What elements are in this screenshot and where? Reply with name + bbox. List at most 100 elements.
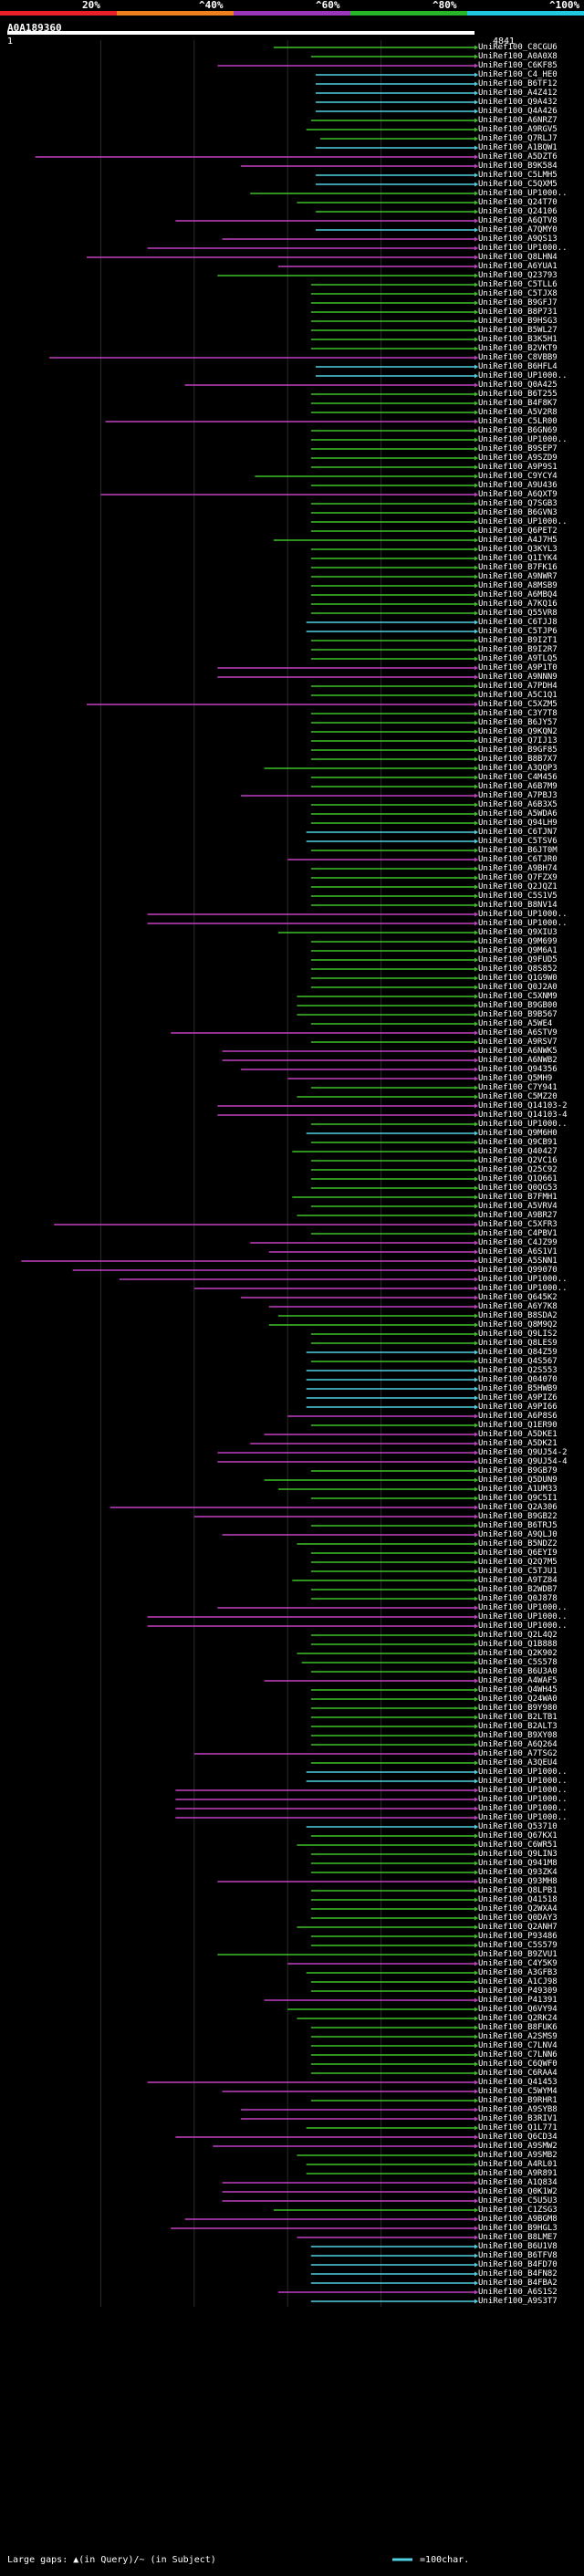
- hit-label-156[interactable]: UniRef100_Q9UJ54-4: [478, 1457, 568, 1466]
- hit-label-246[interactable]: UniRef100_B4FBA2: [478, 2279, 558, 2288]
- hit-label-31[interactable]: UniRef100_B9HSG3: [478, 317, 558, 326]
- hit-label-95[interactable]: UniRef100_B8NV14: [478, 901, 558, 910]
- hit-label-238[interactable]: UniRef100_C1ZSG3: [478, 2206, 558, 2215]
- hit-label-44[interactable]: UniRef100_UP1000..: [478, 435, 568, 444]
- hit-label-111[interactable]: UniRef100_A6NWK5: [478, 1047, 558, 1056]
- hit-label-124[interactable]: UniRef100_Q25C92: [478, 1165, 558, 1174]
- hit-label-50[interactable]: UniRef100_A6QXT9: [478, 490, 558, 499]
- hit-label-93[interactable]: UniRef100_Q2JQZ1: [478, 882, 558, 892]
- hit-label-48[interactable]: UniRef100_C9YCY4: [478, 472, 558, 481]
- hit-label-172[interactable]: UniRef100_UP1000..: [478, 1603, 568, 1612]
- hit-label-155[interactable]: UniRef100_Q9UJ54-2: [478, 1448, 568, 1457]
- hit-label-117[interactable]: UniRef100_Q14103-2: [478, 1101, 568, 1111]
- hit-label-116[interactable]: UniRef100_C5MZ20: [478, 1092, 558, 1101]
- hit-label-34[interactable]: UniRef100_B2VKT9: [478, 344, 558, 353]
- hit-label-205[interactable]: UniRef100_Q2WXA4: [478, 1904, 558, 1914]
- hit-label-11[interactable]: UniRef100_Q7RLJ7: [478, 134, 558, 143]
- hit-label-161[interactable]: UniRef100_Q2A306: [478, 1503, 558, 1512]
- hit-label-142[interactable]: UniRef100_Q9LIS2: [478, 1330, 558, 1339]
- hit-label-67[interactable]: UniRef100_B9I2R7: [478, 645, 558, 654]
- hit-label-231[interactable]: UniRef100_A9SMW2: [478, 2142, 558, 2151]
- hit-label-10[interactable]: UniRef100_A9RGV5: [478, 125, 558, 134]
- hit-label-2[interactable]: UniRef100_A0A0X8: [478, 52, 558, 61]
- hit-label-148[interactable]: UniRef100_B5HWB9: [478, 1384, 558, 1393]
- hit-label-105[interactable]: UniRef100_C5XNM9: [478, 992, 558, 1001]
- hit-label-94[interactable]: UniRef100_C5S1V5: [478, 892, 558, 901]
- hit-label-102[interactable]: UniRef100_Q8S852: [478, 965, 558, 974]
- hit-label-175[interactable]: UniRef100_Q2L4Q2: [478, 1631, 558, 1640]
- hit-label-130[interactable]: UniRef100_C5XFR3: [478, 1220, 558, 1229]
- hit-label-217[interactable]: UniRef100_Q2RK24: [478, 2014, 558, 2023]
- hit-label-207[interactable]: UniRef100_Q2ANH7: [478, 1923, 558, 1932]
- hit-label-98[interactable]: UniRef100_Q9XIU3: [478, 928, 558, 937]
- hit-label-212[interactable]: UniRef100_A3GFB3: [478, 1968, 558, 1977]
- hit-label-225[interactable]: UniRef100_C5WYM4: [478, 2087, 558, 2096]
- hit-label-23[interactable]: UniRef100_UP1000..: [478, 244, 568, 253]
- hit-label-157[interactable]: UniRef100_B9GB79: [478, 1466, 558, 1476]
- hit-label-69[interactable]: UniRef100_A9P1T0: [478, 663, 558, 673]
- hit-label-35[interactable]: UniRef100_C8VBB9: [478, 353, 558, 362]
- hit-label-248[interactable]: UniRef100_A9S3T7: [478, 2297, 558, 2306]
- hit-label-27[interactable]: UniRef100_C5TLL6: [478, 280, 558, 289]
- hit-label-86[interactable]: UniRef100_Q94LH9: [478, 819, 558, 828]
- hit-label-196[interactable]: UniRef100_Q53710: [478, 1822, 558, 1831]
- hit-label-160[interactable]: UniRef100_Q9C5I1: [478, 1494, 558, 1503]
- hit-label-83[interactable]: UniRef100_A7PBJ3: [478, 791, 558, 800]
- hit-label-22[interactable]: UniRef100_A9QS13: [478, 235, 558, 244]
- hit-label-43[interactable]: UniRef100_B6GN69: [478, 426, 558, 435]
- hit-label-132[interactable]: UniRef100_C4JZ99: [478, 1238, 558, 1247]
- hit-label-218[interactable]: UniRef100_B8FUK6: [478, 2023, 558, 2032]
- hit-label-66[interactable]: UniRef100_B9I2T1: [478, 636, 558, 645]
- hit-label-236[interactable]: UniRef100_Q0K1W2: [478, 2187, 558, 2196]
- hit-label-140[interactable]: UniRef100_B8SDA2: [478, 1311, 558, 1320]
- hit-label-233[interactable]: UniRef100_A4RL01: [478, 2160, 558, 2169]
- hit-label-173[interactable]: UniRef100_UP1000..: [478, 1612, 568, 1622]
- hit-label-29[interactable]: UniRef100_B9GFJ7: [478, 298, 558, 308]
- hit-label-12[interactable]: UniRef100_A1BQW1: [478, 143, 558, 152]
- hit-label-53[interactable]: UniRef100_UP1000..: [478, 517, 568, 527]
- hit-label-247[interactable]: UniRef100_A6S1S2: [478, 2288, 558, 2297]
- hit-label-177[interactable]: UniRef100_Q2K902: [478, 1649, 558, 1658]
- hit-label-104[interactable]: UniRef100_Q0J2A0: [478, 983, 558, 992]
- hit-label-145[interactable]: UniRef100_Q4S567: [478, 1357, 558, 1366]
- hit-label-133[interactable]: UniRef100_A6S1V1: [478, 1247, 558, 1257]
- hit-label-208[interactable]: UniRef100_P93486: [478, 1932, 558, 1941]
- hit-label-202[interactable]: UniRef100_Q93MH8: [478, 1877, 558, 1886]
- hit-label-219[interactable]: UniRef100_A2SMS9: [478, 2032, 558, 2041]
- hit-label-13[interactable]: UniRef100_A5DZT6: [478, 152, 558, 162]
- hit-label-168[interactable]: UniRef100_C5TJU1: [478, 1567, 558, 1576]
- hit-label-186[interactable]: UniRef100_B9XY08: [478, 1731, 558, 1740]
- hit-label-245[interactable]: UniRef100_B4FN82: [478, 2269, 558, 2279]
- hit-label-85[interactable]: UniRef100_A5WDA6: [478, 809, 558, 819]
- hit-label-21[interactable]: UniRef100_A7QMY0: [478, 225, 558, 235]
- hit-label-26[interactable]: UniRef100_Q23793: [478, 271, 558, 280]
- hit-label-91[interactable]: UniRef100_A9BH74: [478, 864, 558, 873]
- hit-label-244[interactable]: UniRef100_B4FD70: [478, 2260, 558, 2269]
- hit-label-18[interactable]: UniRef100_Q24T70: [478, 198, 558, 207]
- hit-label-107[interactable]: UniRef100_B9B567: [478, 1010, 558, 1019]
- hit-label-101[interactable]: UniRef100_Q9FUD5: [478, 955, 558, 965]
- hit-label-71[interactable]: UniRef100_A7PDH4: [478, 682, 558, 691]
- hit-label-45[interactable]: UniRef100_B9SEP7: [478, 444, 558, 454]
- hit-label-24[interactable]: UniRef100_Q8LHN4: [478, 253, 558, 262]
- hit-label-131[interactable]: UniRef100_C4PBV1: [478, 1229, 558, 1238]
- hit-label-28[interactable]: UniRef100_C5TJX8: [478, 289, 558, 298]
- hit-label-226[interactable]: UniRef100_B9RHR1: [478, 2096, 558, 2105]
- hit-label-20[interactable]: UniRef100_A6QTV8: [478, 216, 558, 225]
- hit-label-150[interactable]: UniRef100_A9PI66: [478, 1403, 558, 1412]
- hit-label-110[interactable]: UniRef100_A9RSV7: [478, 1038, 558, 1047]
- hit-label-144[interactable]: UniRef100_Q84Z59: [478, 1348, 558, 1357]
- hit-label-70[interactable]: UniRef100_A9NNN9: [478, 673, 558, 682]
- hit-label-78[interactable]: UniRef100_B9GF85: [478, 746, 558, 755]
- hit-label-242[interactable]: UniRef100_B6U1V8: [478, 2242, 558, 2251]
- hit-label-88[interactable]: UniRef100_C5TSV6: [478, 837, 558, 846]
- hit-label-32[interactable]: UniRef100_B5WL27: [478, 326, 558, 335]
- hit-label-129[interactable]: UniRef100_A9BR27: [478, 1211, 558, 1220]
- hit-label-58[interactable]: UniRef100_B7FK16: [478, 563, 558, 572]
- hit-label-170[interactable]: UniRef100_B2WDB7: [478, 1585, 558, 1594]
- hit-label-57[interactable]: UniRef100_Q1IYK4: [478, 554, 558, 563]
- hit-label-125[interactable]: UniRef100_Q1Q661: [478, 1174, 558, 1184]
- hit-label-191[interactable]: UniRef100_UP1000..: [478, 1777, 568, 1786]
- hit-label-75[interactable]: UniRef100_B6JY57: [478, 718, 558, 727]
- hit-label-195[interactable]: UniRef100_UP1000..: [478, 1813, 568, 1822]
